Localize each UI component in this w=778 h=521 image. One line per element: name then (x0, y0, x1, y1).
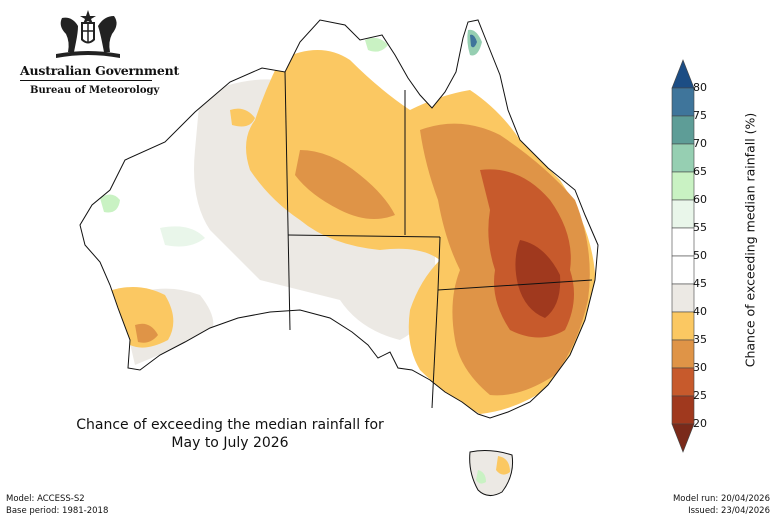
map-title-line-1: Chance of exceeding the median rainfall … (76, 417, 384, 433)
state-borders (284, 71, 593, 409)
colorbar-tick-label: 20 (693, 417, 707, 430)
colorbar-tick-label: 30 (693, 361, 707, 374)
colorbar-segment (671, 143, 695, 173)
colorbar-segment (671, 339, 695, 369)
colorbar-segment (671, 171, 695, 201)
map-land (79, 19, 599, 419)
colorbar-tick-label: 55 (693, 221, 707, 234)
footer-left: Model: ACCESS-S2 Base period: 1981-2018 (6, 493, 108, 517)
model-label: Model: ACCESS-S2 (6, 494, 85, 504)
colorbar-tick-label: 80 (693, 81, 707, 94)
colorbar-segment (671, 311, 695, 341)
colorbar-segment (671, 367, 695, 397)
coat-of-arms-icon (56, 10, 120, 58)
colorbar-segment (671, 227, 695, 257)
colorbar-arrow-bottom (671, 423, 695, 453)
colorbar-segment (671, 283, 695, 313)
colorbar-segment (671, 255, 695, 285)
colorbar-tick-label: 75 (693, 109, 707, 122)
title-divider (20, 80, 152, 81)
colorbar-segment (671, 395, 695, 425)
map-title-line-2: May to July 2026 (171, 435, 289, 451)
footer-right: Model run: 20/04/2026 Issued: 23/04/2026 (673, 493, 770, 517)
colorbar-legend (671, 59, 695, 453)
government-title: Australian Government (20, 63, 180, 78)
colorbar-segment (671, 87, 695, 117)
colorbar-tick-label: 45 (693, 277, 707, 290)
colorbar-tick-label: 35 (693, 333, 707, 346)
colorbar-tick-label: 65 (693, 165, 707, 178)
colorbar-title: Chance of exceeding median rainfall (%) (742, 112, 758, 368)
colorbar-tick-label: 60 (693, 193, 707, 206)
agency-title: Bureau of Meteorology (30, 85, 160, 96)
base-period-label: Base period: 1981-2018 (6, 506, 109, 516)
colorbar-tick-label: 70 (693, 137, 707, 150)
colorbar-tick-label: 25 (693, 389, 707, 402)
colorbar-segment (671, 199, 695, 229)
colorbar-arrow-top (671, 59, 695, 89)
issued-label: Issued: 23/04/2026 (688, 506, 770, 516)
colorbar-segment (671, 115, 695, 145)
map-title: Chance of exceeding the median rainfall … (30, 416, 430, 452)
tasmania (469, 450, 513, 496)
model-run-label: Model run: 20/04/2026 (672, 494, 770, 504)
colorbar-tick-label: 50 (693, 249, 707, 262)
colorbar-tick-label: 40 (693, 305, 707, 318)
